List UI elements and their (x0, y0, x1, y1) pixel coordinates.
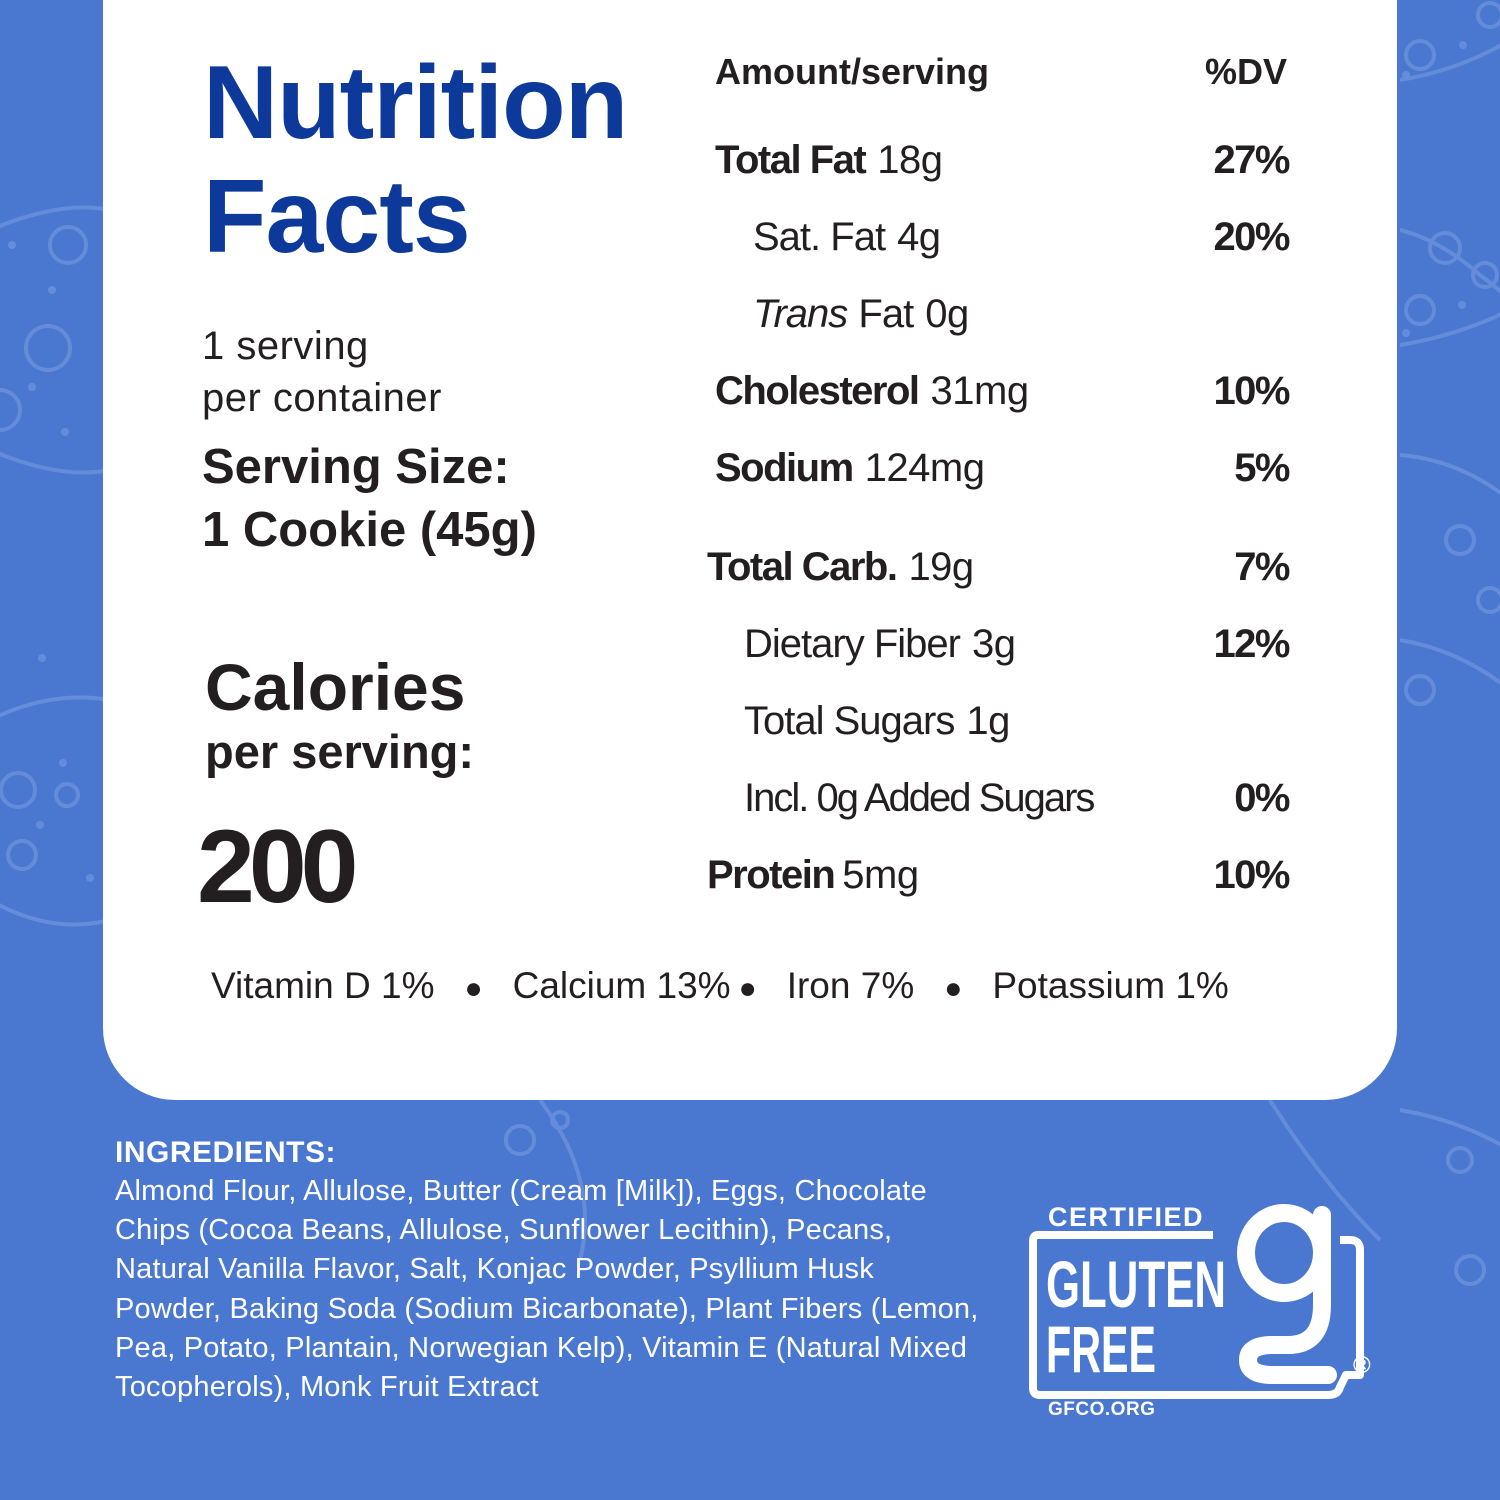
bullet-icon: ● (464, 972, 483, 1005)
potassium: Potassium 1% (992, 965, 1229, 1006)
nutrient-name: Protein (707, 853, 836, 897)
servings-line-1: 1 serving (202, 324, 369, 368)
nutrient-dv: 10% (1213, 369, 1290, 413)
ingredients-list: Almond Flour, Allulose, Butter (Cream [M… (115, 1175, 979, 1404)
nutrient-row-dietary-fiber: Dietary Fiber 3g 12% (715, 618, 1290, 670)
nutrient-row-cholesterol: Cholesterol 31mg 10% (715, 365, 1290, 417)
title-line-2: Facts (203, 159, 471, 275)
vitamins-minerals-row: Vitamin D 1% ● Calcium 13% ● Iron 7% ● Potassi… (211, 960, 1311, 1015)
servings-line-2: per container (202, 376, 442, 420)
vitamin-d: Vitamin D 1% (211, 965, 435, 1006)
gluten-free-certified-icon: CERTIFIED GLUTEN FREE ® GFCO.ORG (1029, 1202, 1371, 1420)
badge-certified-text: CERTIFIED (1048, 1202, 1204, 1232)
serving-size: Serving Size: 1 Cookie (45g) (202, 436, 537, 562)
daily-value-header: %DV (1204, 51, 1287, 92)
nutrient-row-sat-fat: Sat. Fat 4g 20% (715, 211, 1290, 263)
nutrient-dv: 7% (1234, 545, 1290, 589)
nutrient-name: Dietary Fiber (744, 622, 961, 666)
nutrient-dv: 10% (1213, 853, 1290, 897)
iron: Iron 7% (786, 965, 915, 1006)
nutrient-amount: 4g (897, 215, 941, 259)
nutrient-name: Trans (753, 292, 848, 336)
badge-free-text: FREE (1046, 1312, 1156, 1386)
nutrient-amount: 124mg (864, 446, 985, 490)
amount-per-serving-header: Amount/serving (715, 51, 990, 92)
nutrient-dv: 5% (1234, 446, 1290, 490)
serving-size-label: Serving Size: (202, 440, 510, 494)
badge-url-text: GFCO.ORG (1048, 1399, 1155, 1420)
nutrient-row-trans-fat: Trans Fat 0g (715, 288, 1289, 340)
nutrition-facts-title: Nutrition Facts (203, 45, 628, 275)
title-line-1: Nutrition (203, 45, 628, 161)
nutrition-card: Nutrition Facts 1 serving per container … (103, 0, 1397, 1100)
nutrient-name: Total Fat (715, 138, 867, 182)
nutrient-row-sodium: Sodium 124mg 5% (715, 442, 1290, 494)
nutrient-dv: 12% (1213, 622, 1290, 666)
nutrient-row-total-sugars: Total Sugars 1g (715, 695, 1289, 747)
nutrient-amount: 18g (877, 138, 943, 182)
nutrient-name: Sat. Fat (753, 215, 886, 259)
serving-size-value: 1 Cookie (45g) (202, 503, 537, 557)
bullet-icon: ● (738, 972, 757, 1005)
nutrient-row-added-sugars: Incl. 0g Added Sugars 0% (715, 772, 1290, 824)
ingredients-section: INGREDIENTS: Almond Flour, Allulose, But… (115, 1134, 985, 1407)
nutrient-amount: 0g (925, 292, 969, 336)
nutrient-name: Total Carb. (707, 545, 898, 589)
badge-gluten-text: GLUTEN (1046, 1247, 1226, 1321)
gluten-free-certified-badge: CERTIFIED GLUTEN FREE ® GFCO.ORG (1028, 1195, 1388, 1425)
nutrient-amount: 5mg (842, 853, 919, 897)
badge-registered-mark: ® (1353, 1352, 1371, 1379)
nutrient-name: Cholesterol (715, 369, 920, 413)
nutrient-row-total-fat: Total Fat 18g 27% (715, 134, 1290, 186)
nutrient-amount: 31mg (930, 369, 1030, 413)
calories-per-serving-label: per serving: (205, 725, 475, 778)
calories-value: 200 (197, 809, 359, 925)
nutrients-header: Amount/serving %DV (715, 46, 1289, 98)
servings-per-container: 1 serving per container (202, 320, 442, 424)
nutrient-amount: 1g (966, 699, 1010, 743)
nutrient-dv: 0% (1234, 776, 1290, 820)
nutrient-dv: 20% (1213, 215, 1290, 259)
nutrient-name: Total Sugars (744, 699, 955, 743)
nutrient-row-total-carb: Total Carb. 19g 7% (707, 541, 1290, 593)
nutrient-amount: 19g (908, 545, 974, 589)
ingredients-heading: INGREDIENTS: (115, 1136, 337, 1169)
bullet-icon: ● (944, 972, 963, 1005)
calories-label: Calories (205, 650, 466, 724)
nutrient-row-protein: Protein 5mg 10% (707, 849, 1290, 901)
nutrient-name: Sodium (715, 446, 854, 490)
nutrient-dv: 27% (1213, 138, 1290, 182)
calcium: Calcium 13% (512, 965, 731, 1006)
nutrient-amount: 3g (971, 622, 1016, 666)
nutrient-name: Incl. 0g Added Sugars (744, 776, 1095, 820)
nutrient-name-suffix: Fat (858, 292, 914, 336)
